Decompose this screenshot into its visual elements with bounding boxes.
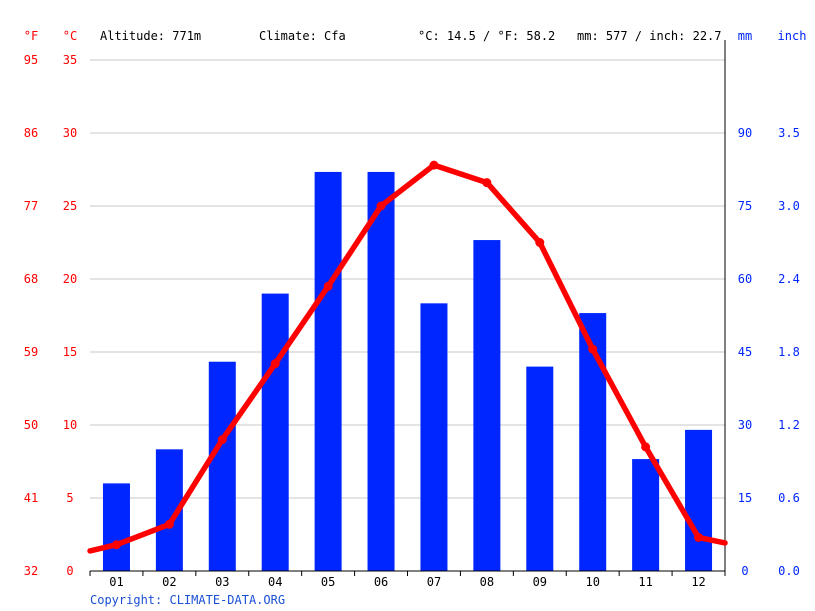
celsius-unit-label: °C [63,29,77,43]
mm-tick-label: 60 [738,272,752,286]
temperature-point [164,519,174,529]
month-tick-label: 01 [109,575,123,589]
temperature-point [694,532,704,542]
precipitation-bar [685,429,713,571]
precipitation-bar [579,313,607,571]
fahrenheit-tick-label: 41 [24,491,38,505]
inch-tick-label: 0.0 [778,564,800,578]
month-tick-label: 12 [691,575,705,589]
precipitation-bar [632,459,660,571]
average-temperature-label: °C: 14.5 / °F: 58.2 [418,29,555,43]
temperature-point [217,435,227,445]
celsius-tick-label: 0 [66,564,73,578]
fahrenheit-tick-label: 86 [24,126,38,140]
inch-tick-label: 3.0 [778,199,800,213]
month-tick-label: 02 [162,575,176,589]
fahrenheit-tick-label: 50 [24,418,38,432]
temperature-point [270,359,280,369]
grid-lines [90,59,725,499]
mm-tick-label: 45 [738,345,752,359]
precipitation-bar [473,240,501,572]
month-tick-label: 05 [321,575,335,589]
inch-tick-label: 0.6 [778,491,800,505]
month-tick-label: 10 [585,575,599,589]
precipitation-bar [420,303,448,571]
celsius-tick-label: 20 [63,272,77,286]
temperature-point [376,201,386,211]
month-tick-label: 03 [215,575,229,589]
precipitation-bar [208,361,236,571]
precipitation-bars [102,171,713,572]
precipitation-bar [102,483,130,571]
precipitation-bar [261,293,289,571]
fahrenheit-tick-label: 95 [24,53,38,67]
inch-unit-label: inch [778,29,807,43]
month-tick-label: 04 [268,575,282,589]
temperature-point [641,442,651,452]
mm-tick-label: 15 [738,491,752,505]
mm-tick-label: 75 [738,199,752,213]
celsius-tick-label: 35 [63,53,77,67]
precipitation-bar [314,171,342,571]
month-tick-label: 08 [480,575,494,589]
month-tick-label: 07 [427,575,441,589]
mm-tick-label: 0 [741,564,748,578]
mm-tick-label: 30 [738,418,752,432]
inch-tick-label: 3.5 [778,126,800,140]
total-precipitation-label: mm: 577 / inch: 22.7 [577,29,722,43]
temperature-point [588,344,598,354]
celsius-tick-label: 5 [66,491,73,505]
copyright-label: Copyright: CLIMATE-DATA.ORG [90,593,285,607]
celsius-tick-label: 15 [63,345,77,359]
fahrenheit-unit-label: °F [24,29,38,43]
fahrenheit-tick-label: 32 [24,564,38,578]
temperature-line-group [87,160,728,554]
temperature-line [87,162,728,554]
chart-axes [89,40,726,576]
inch-tick-label: 2.4 [778,272,800,286]
inch-tick-label: 1.8 [778,345,800,359]
climate-label: Climate: Cfa [259,29,346,43]
celsius-tick-label: 30 [63,126,77,140]
tick-labels: 0 32 5 41 10 50 15 59 20 68 25 77 30 86 35 95 0 0.0 15 0.6 3… [24,53,800,589]
precipitation-bar [367,171,395,571]
month-tick-label: 06 [374,575,388,589]
temperature-point [482,178,492,188]
precipitation-bar [526,366,554,571]
fahrenheit-tick-label: 77 [24,199,38,213]
temperature-point [429,160,439,170]
temperature-point [323,281,333,291]
celsius-tick-label: 10 [63,418,77,432]
temperature-point [535,238,545,247]
mm-tick-label: 90 [738,126,752,140]
mm-unit-label: mm [738,29,752,43]
celsius-tick-label: 25 [63,199,77,213]
altitude-label: Altitude: 771m [100,29,201,43]
temperature-point [111,540,121,550]
month-tick-label: 09 [533,575,547,589]
inch-tick-label: 1.2 [778,418,800,432]
fahrenheit-tick-label: 68 [24,272,38,286]
month-tick-label: 11 [638,575,652,589]
fahrenheit-tick-label: 59 [24,345,38,359]
